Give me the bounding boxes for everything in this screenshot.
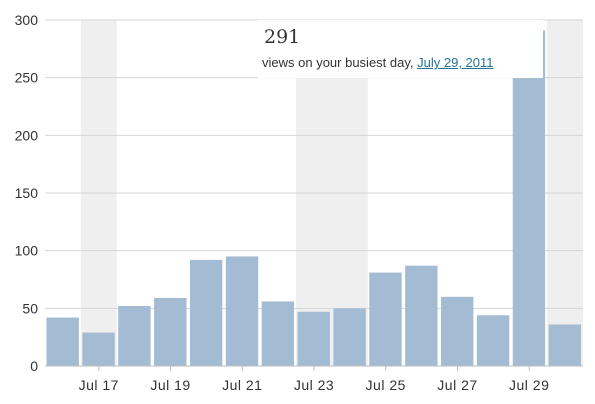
x-tick-label: Jul 27 [437, 377, 477, 393]
y-tick-label: 250 [15, 70, 39, 86]
bar [333, 308, 366, 366]
y-tick-label: 200 [15, 127, 39, 143]
bar [261, 301, 295, 366]
y-tick-label: 300 [15, 12, 39, 28]
x-tick-label: Jul 29 [509, 377, 549, 393]
bar [441, 296, 474, 366]
bar [46, 317, 79, 366]
bar [118, 306, 151, 366]
peak-caption: views on your busiest day, July 29, 2011 [262, 55, 494, 70]
y-tick-label: 150 [15, 185, 39, 201]
bar [548, 324, 581, 366]
x-tick-label: Jul 21 [222, 377, 262, 393]
x-tick-label: Jul 17 [79, 377, 119, 393]
bar [225, 256, 259, 366]
bar [297, 311, 330, 366]
x-tick-label: Jul 19 [150, 377, 190, 393]
peak-caption-text: views on your busiest day, [262, 55, 414, 70]
y-tick-label: 50 [22, 300, 38, 316]
x-tick-label: Jul 25 [366, 377, 406, 393]
peak-value: 291 [264, 26, 301, 48]
y-tick-label: 100 [15, 243, 39, 259]
bar [369, 272, 402, 366]
bar [82, 332, 115, 366]
bar [512, 30, 546, 366]
y-tick-label: 0 [30, 358, 38, 374]
peak-tooltip: 291 views on your busiest day, July 29, … [258, 20, 543, 78]
peak-date-link[interactable]: July 29, 2011 [417, 55, 494, 70]
bar [476, 315, 510, 366]
bar [405, 265, 438, 366]
bar [189, 259, 223, 366]
bar [154, 297, 187, 366]
x-tick-label: Jul 23 [294, 377, 334, 393]
